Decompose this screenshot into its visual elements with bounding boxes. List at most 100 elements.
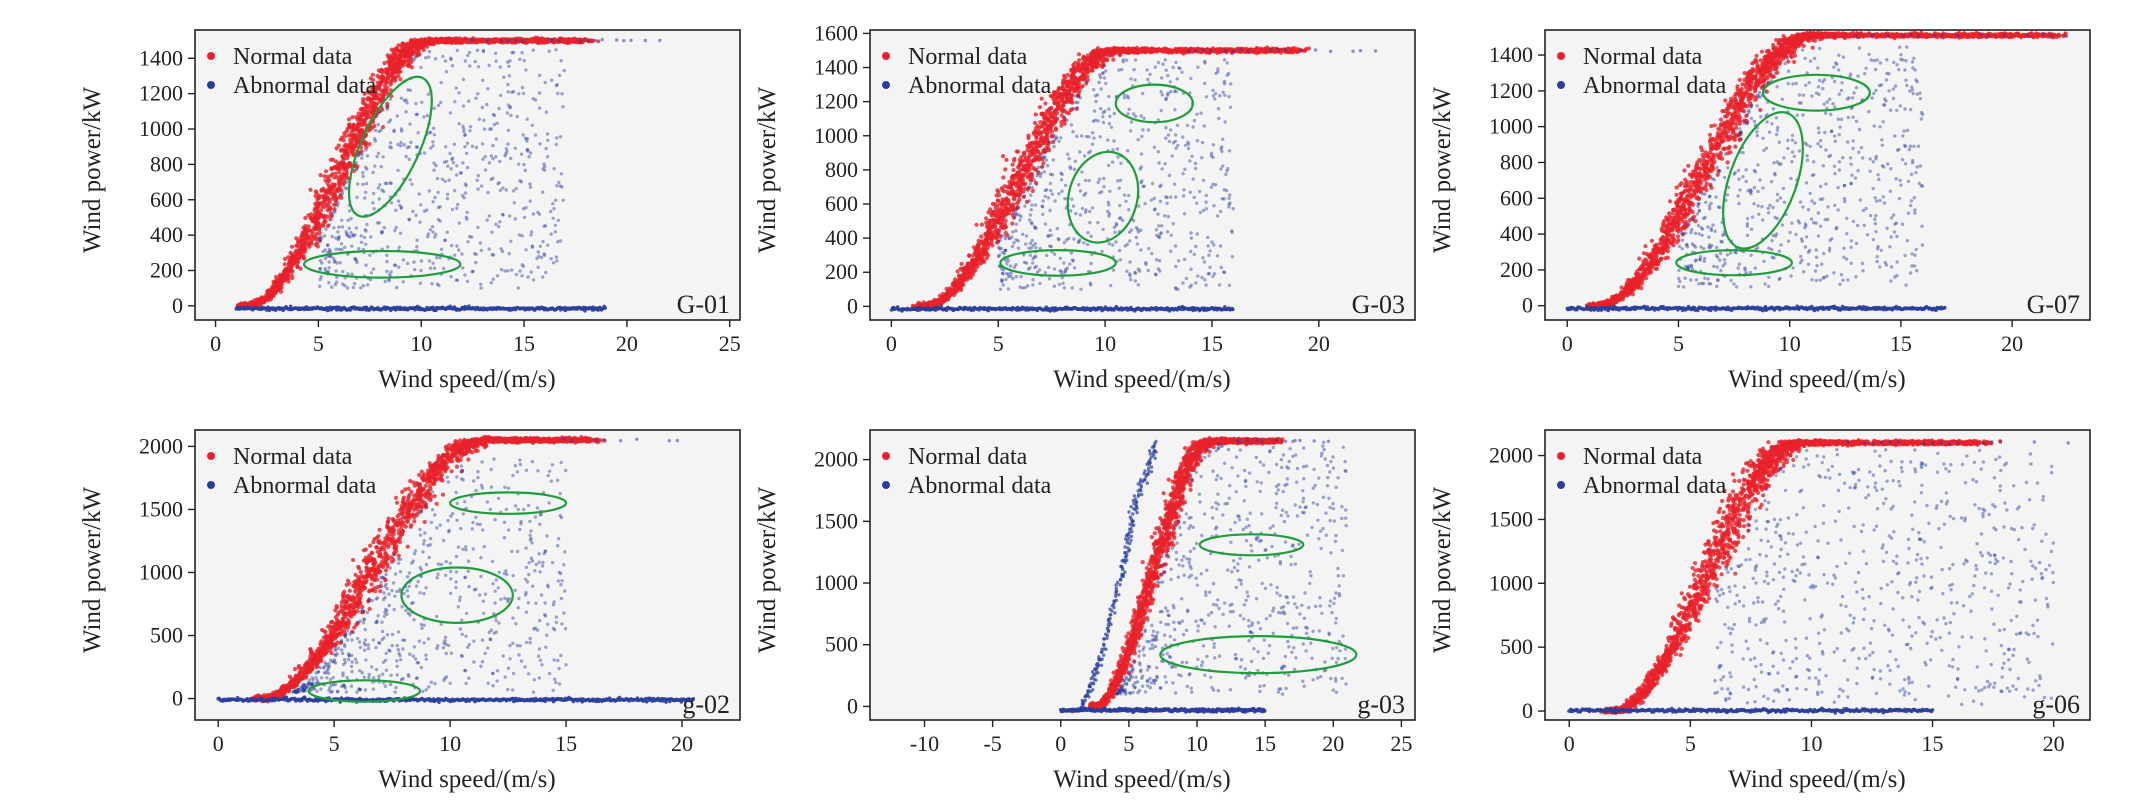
normal-point bbox=[301, 225, 306, 230]
abnormal-point bbox=[561, 198, 565, 202]
normal-point bbox=[395, 61, 400, 66]
abnormal-point bbox=[578, 39, 583, 43]
abnormal-point bbox=[427, 189, 432, 193]
abnormal-point bbox=[541, 239, 545, 244]
abnormal-point bbox=[417, 192, 421, 196]
normal-point bbox=[1001, 175, 1006, 180]
abnormal-point bbox=[344, 230, 348, 234]
abnormal-point bbox=[464, 151, 469, 156]
abnormal-point bbox=[457, 221, 461, 225]
abnormal-point bbox=[334, 247, 338, 251]
abnormal-point bbox=[554, 142, 558, 147]
abnormal-point bbox=[343, 186, 348, 190]
normal-point bbox=[268, 295, 273, 300]
normal-point bbox=[290, 257, 295, 262]
abnormal-point bbox=[402, 98, 407, 103]
abnormal-point bbox=[436, 217, 441, 222]
abnormal-point bbox=[413, 56, 417, 60]
abnormal-point bbox=[506, 39, 511, 43]
abnormal-point bbox=[517, 233, 522, 237]
normal-point bbox=[296, 253, 301, 258]
normal-point bbox=[385, 59, 390, 64]
abnormal-point bbox=[410, 182, 414, 186]
abnormal-point bbox=[385, 260, 389, 264]
abnormal-point bbox=[536, 250, 540, 254]
abnormal-point bbox=[376, 151, 381, 155]
abnormal-point bbox=[356, 182, 360, 186]
abnormal-point bbox=[393, 228, 397, 233]
normal-point bbox=[338, 177, 343, 182]
normal-point bbox=[409, 52, 414, 57]
normal-point bbox=[1030, 188, 1035, 194]
abnormal-point bbox=[462, 127, 466, 131]
abnormal-point bbox=[364, 242, 368, 246]
abnormal-point bbox=[369, 235, 373, 239]
abnormal-point bbox=[559, 59, 563, 63]
abnormal-point bbox=[354, 166, 359, 171]
abnormal-point bbox=[521, 264, 526, 268]
abnormal-point bbox=[457, 122, 461, 126]
abnormal-point bbox=[494, 137, 498, 141]
abnormal-point bbox=[557, 73, 562, 78]
abnormal-point bbox=[553, 223, 558, 227]
normal-point bbox=[346, 117, 352, 122]
normal-point bbox=[288, 250, 293, 255]
abnormal-point bbox=[431, 200, 435, 204]
normal-point bbox=[399, 43, 404, 48]
abnormal-point bbox=[455, 278, 460, 282]
abnormal-point bbox=[450, 243, 454, 248]
abnormal-point bbox=[486, 87, 490, 91]
abnormal-point bbox=[327, 281, 331, 285]
normal-point bbox=[475, 38, 480, 43]
abnormal-point bbox=[509, 156, 513, 161]
abnormal-point bbox=[559, 239, 563, 243]
abnormal-point bbox=[511, 89, 516, 94]
abnormal-point bbox=[377, 197, 381, 201]
abnormal-point bbox=[412, 260, 416, 264]
abnormal-point bbox=[435, 176, 440, 181]
normal-point bbox=[280, 277, 285, 282]
abnormal-point bbox=[435, 255, 439, 260]
abnormal-point bbox=[428, 228, 432, 232]
abnormal-point bbox=[407, 217, 411, 221]
normal-point bbox=[955, 269, 960, 274]
abnormal-point bbox=[463, 145, 467, 149]
abnormal-point bbox=[443, 179, 447, 183]
abnormal-point bbox=[457, 248, 461, 252]
abnormal-point bbox=[549, 232, 553, 236]
abnormal-point bbox=[376, 186, 380, 190]
abnormal-point bbox=[408, 178, 412, 182]
abnormal-point bbox=[561, 105, 565, 109]
normal-point bbox=[315, 221, 320, 226]
normal-point bbox=[429, 41, 434, 47]
normal-point bbox=[332, 202, 337, 207]
abnormal-point bbox=[426, 92, 431, 96]
abnormal-point bbox=[528, 182, 532, 186]
normal-point bbox=[1046, 146, 1051, 151]
abnormal-point bbox=[415, 245, 419, 249]
normal-point bbox=[298, 266, 303, 271]
normal-point bbox=[367, 142, 372, 147]
abnormal-point bbox=[350, 272, 354, 276]
abnormal-point bbox=[411, 209, 415, 214]
abnormal-point bbox=[375, 154, 379, 159]
abnormal-point bbox=[345, 233, 349, 237]
normal-point bbox=[535, 40, 541, 45]
abnormal-point bbox=[360, 156, 364, 160]
abnormal-point bbox=[494, 59, 498, 63]
normal-point bbox=[399, 53, 404, 58]
abnormal-point bbox=[530, 245, 535, 249]
abnormal-point bbox=[476, 65, 481, 69]
abnormal-point bbox=[365, 154, 370, 158]
normal-point bbox=[446, 38, 451, 43]
abnormal-point bbox=[449, 167, 453, 171]
abnormal-point bbox=[385, 253, 389, 257]
abnormal-point bbox=[462, 196, 466, 200]
abnormal-point bbox=[461, 161, 465, 165]
normal-point bbox=[332, 182, 337, 188]
abnormal-point bbox=[526, 275, 530, 279]
normal-point bbox=[313, 242, 318, 247]
abnormal-point bbox=[399, 127, 404, 131]
y-tick-label: 800 bbox=[150, 151, 183, 176]
abnormal-point bbox=[464, 183, 468, 188]
